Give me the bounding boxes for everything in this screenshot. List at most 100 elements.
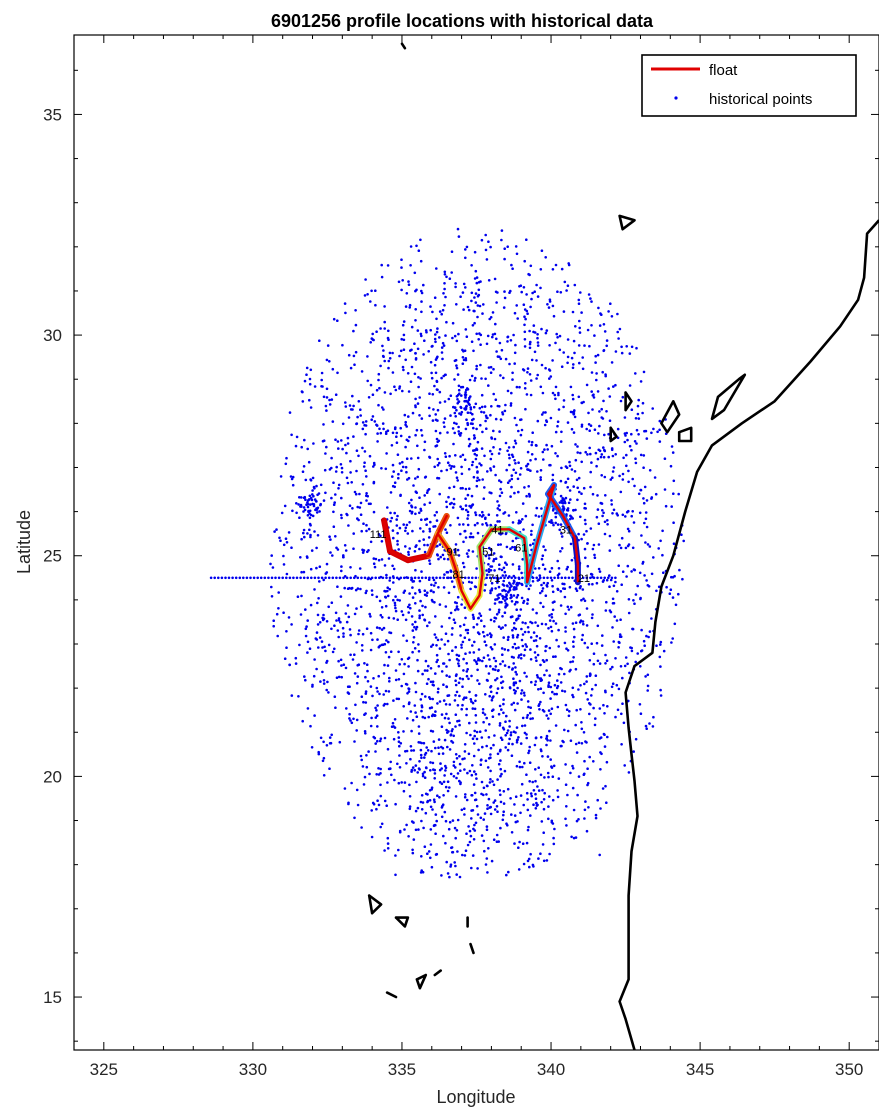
historical-point bbox=[523, 338, 527, 341]
historical-point bbox=[466, 523, 470, 527]
historical-point bbox=[597, 432, 600, 435]
historical-point bbox=[433, 363, 437, 367]
historical-point bbox=[383, 799, 387, 803]
historical-point bbox=[474, 660, 478, 664]
historical-point bbox=[440, 874, 443, 877]
historical-point bbox=[593, 723, 597, 727]
historical-point bbox=[409, 349, 412, 352]
profile-label: 71 bbox=[488, 573, 500, 585]
historical-point bbox=[585, 624, 589, 627]
historical-point bbox=[438, 390, 442, 394]
historical-point bbox=[297, 695, 300, 698]
historical-point bbox=[585, 680, 588, 683]
historical-point bbox=[305, 555, 309, 558]
historical-point bbox=[362, 465, 366, 468]
historical-point bbox=[427, 488, 431, 491]
historical-point bbox=[471, 809, 475, 812]
historical-point bbox=[280, 511, 284, 515]
historical-point bbox=[424, 792, 428, 796]
historical-point bbox=[656, 430, 659, 434]
historical-point bbox=[640, 534, 643, 537]
historical-point bbox=[498, 704, 502, 708]
historical-point bbox=[319, 736, 323, 740]
historical-point bbox=[610, 499, 613, 502]
historical-point bbox=[610, 576, 614, 580]
historical-point bbox=[494, 665, 498, 668]
historical-point bbox=[385, 452, 388, 455]
historical-point bbox=[455, 690, 459, 694]
historical-point bbox=[521, 765, 524, 769]
historical-point bbox=[468, 638, 471, 642]
historical-point bbox=[456, 772, 460, 775]
historical-point bbox=[519, 794, 523, 797]
historical-point bbox=[361, 427, 365, 431]
historical-point bbox=[459, 505, 462, 509]
historical-point bbox=[552, 314, 556, 318]
historical-point bbox=[518, 840, 521, 844]
historical-point bbox=[441, 341, 445, 345]
historical-point bbox=[378, 599, 382, 603]
historical-point bbox=[325, 409, 328, 412]
profile-label: 51 bbox=[482, 547, 494, 559]
historical-point bbox=[537, 766, 540, 769]
historical-point bbox=[517, 736, 520, 739]
historical-point bbox=[335, 676, 339, 679]
historical-point bbox=[325, 445, 328, 449]
historical-point bbox=[386, 747, 390, 751]
historical-point bbox=[470, 504, 474, 507]
historical-point bbox=[410, 768, 414, 772]
historical-point bbox=[464, 427, 468, 431]
historical-point bbox=[440, 346, 444, 349]
historical-point bbox=[459, 405, 463, 409]
historical-point bbox=[527, 749, 531, 753]
historical-point bbox=[428, 799, 432, 802]
historical-point bbox=[464, 536, 468, 539]
historical-point bbox=[485, 828, 489, 831]
historical-point bbox=[441, 746, 445, 750]
historical-point bbox=[455, 408, 458, 412]
historical-point bbox=[478, 730, 482, 733]
historical-point bbox=[544, 331, 548, 335]
historical-point bbox=[585, 383, 589, 387]
historical-point bbox=[628, 352, 632, 355]
historical-point bbox=[584, 800, 587, 803]
historical-point bbox=[419, 527, 422, 530]
historical-point bbox=[434, 636, 438, 639]
historical-point bbox=[420, 289, 423, 293]
historical-point bbox=[358, 492, 361, 496]
historical-point bbox=[375, 595, 379, 599]
historical-point bbox=[507, 514, 511, 517]
historical-point bbox=[489, 665, 492, 668]
historical-point bbox=[449, 414, 452, 417]
historical-point bbox=[503, 611, 507, 614]
historical-point bbox=[541, 755, 544, 758]
historical-point bbox=[424, 659, 428, 663]
historical-point bbox=[381, 422, 385, 425]
historical-point bbox=[588, 446, 591, 450]
historical-point bbox=[306, 505, 310, 509]
historical-point bbox=[425, 523, 428, 526]
historical-point bbox=[548, 852, 551, 856]
historical-point bbox=[535, 674, 539, 677]
historical-point bbox=[333, 647, 336, 651]
historical-point bbox=[313, 530, 316, 533]
historical-point bbox=[374, 742, 378, 745]
historical-point bbox=[340, 675, 344, 679]
historical-point bbox=[320, 371, 324, 375]
historical-point bbox=[511, 563, 515, 566]
historical-point bbox=[486, 633, 489, 637]
historical-point bbox=[579, 515, 582, 519]
historical-point bbox=[602, 446, 605, 449]
historical-point bbox=[429, 828, 433, 831]
historical-point bbox=[375, 388, 379, 392]
historical-point bbox=[538, 677, 542, 680]
historical-point bbox=[375, 709, 378, 712]
historical-point bbox=[541, 450, 545, 454]
historical-point bbox=[566, 284, 570, 288]
historical-point bbox=[539, 700, 542, 704]
historical-point bbox=[350, 587, 353, 590]
historical-point bbox=[453, 861, 457, 864]
historical-point bbox=[449, 467, 453, 470]
historical-point bbox=[440, 782, 444, 785]
